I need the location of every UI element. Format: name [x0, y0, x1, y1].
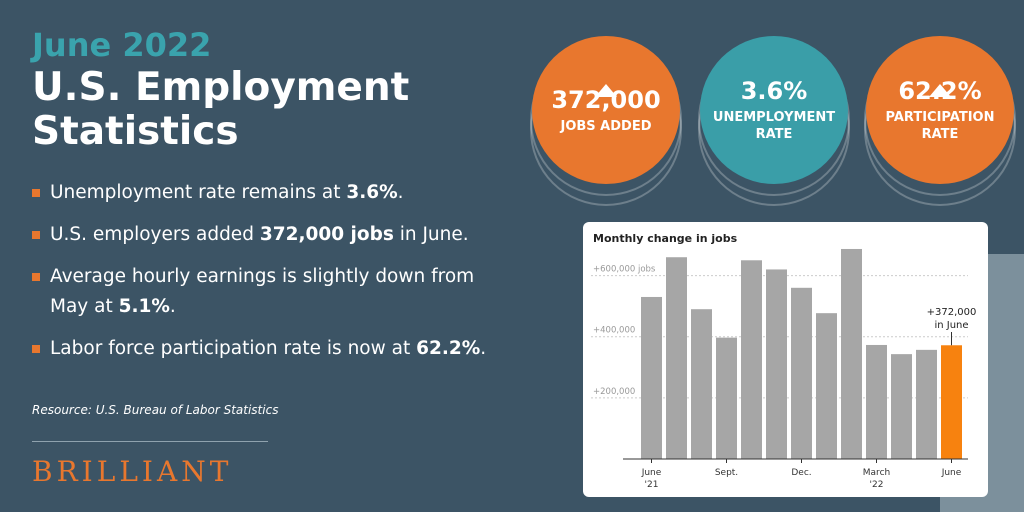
- up-arrow: [929, 84, 951, 97]
- bullet: Unemployment rate remains at 3.6%.: [30, 178, 510, 208]
- stat-circle: 3.6% UNEMPLOYMENT RATE: [700, 36, 848, 184]
- stat-circle: 372,000 JOBS ADDED: [532, 36, 680, 184]
- y-tick-label: +600,000 jobs: [593, 265, 656, 275]
- chart-title: Monthly change in jobs: [593, 232, 738, 245]
- bullet-text: .: [397, 182, 404, 203]
- bullet-text: Unemployment rate remains at: [50, 182, 347, 203]
- chart: Monthly change in jobs +200,000 +400,000 +6…: [583, 222, 988, 497]
- bullet: U.S. employers added 372,000 jobs in Jun…: [30, 220, 510, 250]
- bar: [641, 296, 662, 459]
- y-tick-label: +400,000: [593, 326, 635, 336]
- bar: [941, 345, 962, 459]
- bullet-highlight: 3.6%: [346, 182, 398, 203]
- bar: [741, 260, 762, 459]
- y-tick-label: +200,000: [593, 387, 635, 397]
- bullet: Average hourly earnings is slightly down…: [30, 262, 510, 322]
- bar: [691, 309, 712, 459]
- bullet-text: .: [480, 338, 487, 359]
- x-tick-label: Sept.: [715, 468, 738, 478]
- stat-label: UNEMPLOYMENT RATE: [712, 110, 836, 142]
- bar: [866, 344, 887, 459]
- bar: [891, 354, 912, 459]
- divider: [32, 441, 268, 442]
- bullet-highlight: 372,000 jobs: [259, 224, 394, 245]
- x-tick-label: Dec.: [791, 468, 811, 478]
- bar: [916, 349, 937, 459]
- bullet-text: in June.: [393, 224, 469, 245]
- bullet-text: U.S. employers added: [50, 224, 260, 245]
- bullet-highlight: 5.1%: [118, 296, 170, 317]
- up-arrow: [595, 84, 617, 97]
- eyebrow: June 2022: [32, 26, 212, 64]
- annotation: in June: [934, 320, 968, 331]
- x-tick-label: March '22: [863, 468, 890, 490]
- stat-value: 3.6%: [740, 77, 808, 105]
- bar: [816, 313, 837, 459]
- stat-label: PARTICIPATION RATE: [885, 110, 995, 142]
- brand: BRILLIANT: [32, 455, 233, 488]
- bullet-list: Unemployment rate remains at 3.6%. U.S. e…: [30, 178, 510, 376]
- bullet-text: .: [169, 296, 176, 317]
- x-tick-label: June '21: [641, 468, 662, 490]
- bar: [791, 287, 812, 459]
- title: U.S. Employment Statistics: [32, 65, 410, 154]
- source: Resource: U.S. Bureau of Labor Statistic…: [32, 403, 279, 417]
- stat-circle: 62.2% PARTICIPATION RATE: [866, 36, 1014, 184]
- value-label: +372,000: [927, 307, 977, 318]
- bar: [716, 337, 737, 459]
- bullet-highlight: 62.2%: [416, 338, 481, 359]
- stat-label: JOBS ADDED: [560, 118, 652, 134]
- bullet: Labor force participation rate is now at…: [30, 334, 510, 364]
- bar: [666, 257, 687, 459]
- x-tick-label: June: [941, 468, 962, 478]
- bullet-text: Labor force participation rate is now at: [50, 338, 417, 359]
- bullet-text: Average hourly earnings is slightly down…: [50, 266, 475, 317]
- bar: [766, 269, 787, 459]
- bar: [841, 248, 862, 459]
